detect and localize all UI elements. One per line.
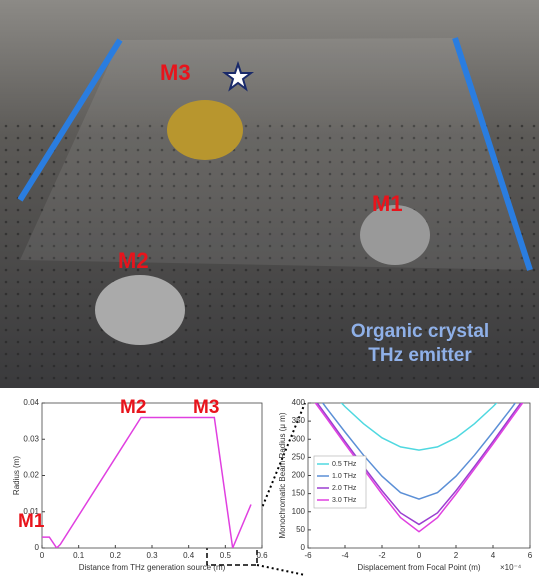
annotation: ×10⁻⁴ — [500, 563, 522, 572]
y-tick-label: 0.04 — [23, 398, 39, 407]
y-axis-label: Monochromatic Beam Radius (μ m) — [278, 412, 287, 538]
y-tick-label: 400 — [292, 398, 306, 407]
y-axis-label: Radius (m) — [12, 456, 21, 495]
x-tick-label: 0.5 — [220, 551, 232, 560]
annotation: M1 — [18, 511, 45, 532]
y-tick-label: 0.02 — [23, 471, 39, 480]
x-tick-label: -4 — [341, 551, 349, 560]
x-axis-label: Distance from THz generation source (m) — [79, 563, 226, 572]
legend-label: 1.0 THz — [332, 473, 357, 480]
x-tick-label: 0 — [417, 551, 422, 560]
annotation: M2 — [120, 397, 146, 418]
x-tick-label: 0.2 — [110, 551, 122, 560]
x-tick-label: 0.4 — [183, 551, 195, 560]
x-tick-label: 6 — [528, 551, 533, 560]
photo-label: M2 — [118, 248, 149, 273]
y-tick-label: 350 — [292, 416, 306, 425]
photo-label: THz emitter — [368, 345, 472, 366]
y-tick-label: 150 — [292, 489, 306, 498]
x-tick-label: 0 — [40, 551, 45, 560]
x-tick-label: 0.1 — [73, 551, 85, 560]
x-tick-label: -6 — [304, 551, 312, 560]
y-tick-label: 0.03 — [23, 434, 39, 443]
mirror-m3 — [167, 100, 243, 160]
photo: M3 M1 M2 Organic crystal THz emitter — [0, 0, 539, 388]
y-tick-label: 200 — [292, 471, 306, 480]
x-tick-label: -2 — [378, 551, 386, 560]
figure: M3 M1 M2 Organic crystal THz emitter 0 0.… — [0, 0, 539, 581]
photo-label: Organic crystal — [351, 321, 489, 342]
x-axis-label: Displacement from Focal Point (m) — [357, 563, 480, 572]
legend-label: 0.5 THz — [332, 461, 357, 468]
x-tick-label: 4 — [491, 551, 496, 560]
x-tick-label: 0.3 — [146, 551, 158, 560]
annotation: M3 — [193, 397, 219, 418]
legend-label: 2.0 THz — [332, 485, 357, 492]
mirror-m2 — [95, 275, 185, 345]
y-tick-label: 300 — [292, 434, 306, 443]
y-tick-label: 50 — [296, 525, 305, 534]
legend-label: 3.0 THz — [332, 497, 357, 504]
y-tick-label: 100 — [292, 507, 306, 516]
photo-label: M3 — [160, 60, 191, 85]
x-tick-label: 2 — [454, 551, 459, 560]
photo-label: M1 — [372, 191, 403, 216]
y-tick-label: 250 — [292, 452, 306, 461]
x-tick-label: 0.6 — [256, 551, 268, 560]
